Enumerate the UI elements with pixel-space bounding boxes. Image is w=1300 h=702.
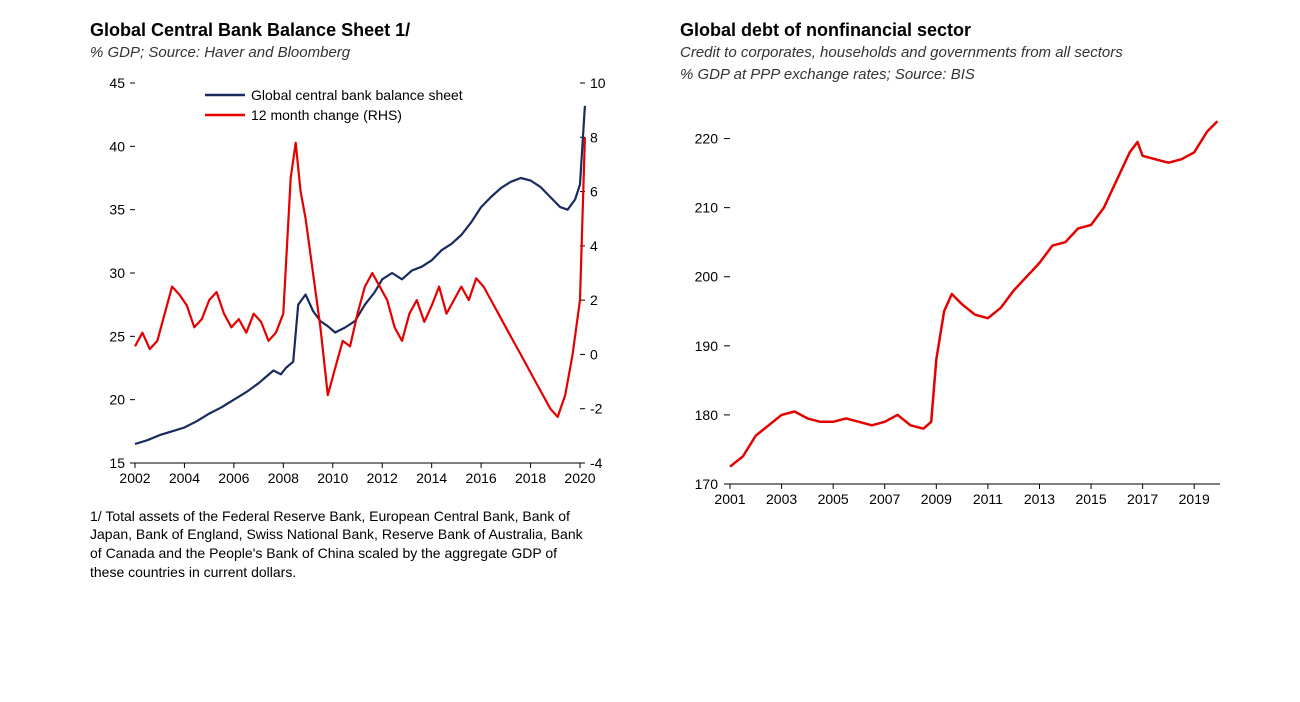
svg-text:15: 15 [109,455,125,471]
svg-text:6: 6 [590,183,598,199]
svg-text:210: 210 [695,200,719,216]
svg-text:2003: 2003 [766,491,797,507]
svg-text:Global central bank balance sh: Global central bank balance sheet [251,87,463,103]
svg-text:2018: 2018 [515,470,546,486]
right-chart-wrap: 170 180 190 200 210 220 2001 2003 2005 2007 2009 20… [680,94,1240,514]
svg-text:2015: 2015 [1075,491,1106,507]
svg-text:2013: 2013 [1024,491,1055,507]
svg-text:12 month change (RHS): 12 month change (RHS) [251,107,402,123]
right-title: Global debt of nonfinancial sector [680,20,1240,41]
left-chart: 15 20 25 30 35 40 45 -4 -2 0 2 4 6 8 10 2002 2004 2006 200… [90,73,620,493]
svg-text:2009: 2009 [921,491,952,507]
left-chart-wrap: 15 20 25 30 35 40 45 -4 -2 0 2 4 6 8 10 2002 2004 2006 200… [90,73,640,493]
left-panel: Global Central Bank Balance Sheet 1/ % G… [90,20,640,582]
right-subtitle2: % GDP at PPP exchange rates; Source: BIS [680,65,1240,85]
svg-text:220: 220 [695,131,719,147]
right-subtitle1: Credit to corporates, households and gov… [680,43,1240,63]
svg-text:20: 20 [109,391,125,407]
svg-text:2019: 2019 [1179,491,1210,507]
left-footnote: 1/ Total assets of the Federal Reserve B… [90,507,590,583]
svg-text:30: 30 [109,265,125,281]
svg-text:2004: 2004 [169,470,200,486]
svg-text:2010: 2010 [317,470,348,486]
svg-text:-4: -4 [590,455,603,471]
svg-text:180: 180 [695,407,719,423]
svg-text:2: 2 [590,292,598,308]
svg-text:200: 200 [695,269,719,285]
left-title: Global Central Bank Balance Sheet 1/ [90,20,640,41]
svg-text:170: 170 [695,476,719,492]
svg-text:2014: 2014 [416,470,447,486]
svg-text:2007: 2007 [869,491,900,507]
svg-text:10: 10 [590,75,606,91]
svg-text:35: 35 [109,201,125,217]
svg-text:2017: 2017 [1127,491,1158,507]
left-subtitle: % GDP; Source: Haver and Bloomberg [90,43,640,63]
svg-text:45: 45 [109,75,125,91]
svg-text:2005: 2005 [818,491,849,507]
charts-container: Global Central Bank Balance Sheet 1/ % G… [0,0,1300,602]
svg-text:8: 8 [590,129,598,145]
svg-text:2016: 2016 [466,470,497,486]
svg-text:190: 190 [695,338,719,354]
svg-text:2008: 2008 [268,470,299,486]
right-chart: 170 180 190 200 210 220 2001 2003 2005 2007 2009 20… [680,94,1240,514]
svg-text:0: 0 [590,346,598,362]
svg-text:2002: 2002 [119,470,150,486]
svg-text:2020: 2020 [564,470,595,486]
svg-text:2011: 2011 [973,491,1003,507]
svg-text:2001: 2001 [714,491,745,507]
svg-text:2012: 2012 [367,470,398,486]
svg-text:25: 25 [109,328,125,344]
svg-text:2006: 2006 [218,470,249,486]
svg-text:40: 40 [109,138,125,154]
svg-text:-2: -2 [590,400,603,416]
svg-text:4: 4 [590,237,598,253]
right-panel: Global debt of nonfinancial sector Credi… [680,20,1240,582]
